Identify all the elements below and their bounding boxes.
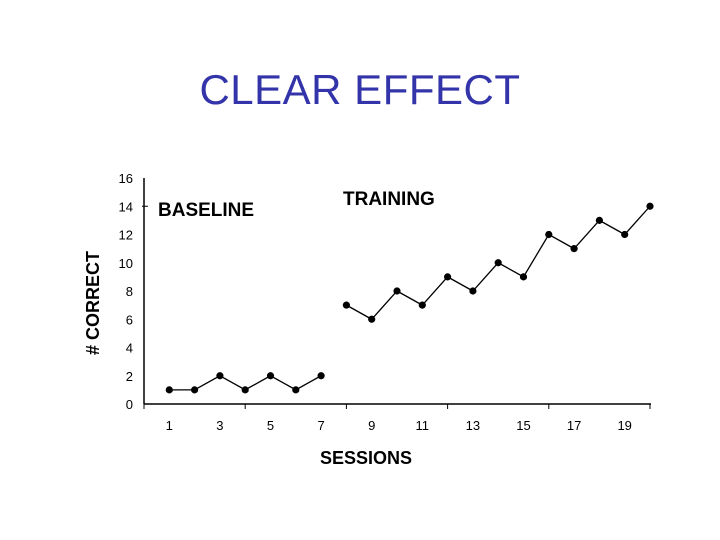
x-tick-label: 1: [166, 418, 173, 433]
x-tick-label: 13: [466, 418, 480, 433]
y-tick-label: 2: [126, 369, 133, 384]
phase-label-baseline: BASELINE: [158, 200, 254, 221]
data-point: [519, 273, 528, 281]
x-tick-label: 9: [368, 418, 375, 433]
page-title: CLEAR EFFECT: [199, 66, 521, 113]
data-point: [216, 372, 224, 380]
data-point: [342, 301, 350, 309]
series-lines: [169, 205, 651, 391]
x-tick-label: 5: [267, 418, 274, 433]
y-tick-label: 16: [119, 171, 133, 186]
data-point: [621, 230, 629, 239]
x-tick-label: 17: [567, 418, 581, 433]
data-point: [418, 301, 426, 309]
data-point: [494, 259, 502, 267]
y-tick-label: 8: [126, 284, 133, 299]
y-tick-label: 10: [119, 256, 133, 271]
data-point: [393, 287, 401, 295]
data-point: [368, 315, 376, 323]
phase-label-training: TRAINING: [343, 189, 435, 210]
y-tick-label: 4: [126, 341, 133, 356]
x-tick-label: 3: [216, 418, 223, 433]
data-point: [317, 372, 325, 380]
x-tick-label: 19: [617, 418, 631, 433]
y-tick-label: 12: [119, 228, 133, 243]
data-point: [165, 386, 173, 394]
data-points: [165, 202, 654, 394]
tick-marks: [142, 205, 651, 409]
x-axis-title: SESSIONS: [320, 448, 412, 468]
y-tick-label: 6: [126, 312, 133, 327]
y-tick-label: 14: [119, 199, 133, 214]
data-point: [545, 230, 553, 239]
data-point: [469, 287, 477, 295]
data-point: [292, 386, 300, 394]
data-point: [595, 216, 604, 224]
data-point: [266, 372, 275, 380]
data-point: [570, 245, 578, 253]
data-point: [444, 273, 452, 281]
data-point: [646, 202, 654, 210]
data-point: [191, 386, 199, 394]
y-axis-title: # CORRECT: [83, 251, 103, 355]
x-tick-label: 15: [516, 418, 530, 433]
y-tick-label: 0: [126, 397, 133, 412]
data-point: [241, 386, 249, 394]
x-tick-label: 7: [317, 418, 324, 433]
x-tick-label: 11: [416, 418, 430, 433]
